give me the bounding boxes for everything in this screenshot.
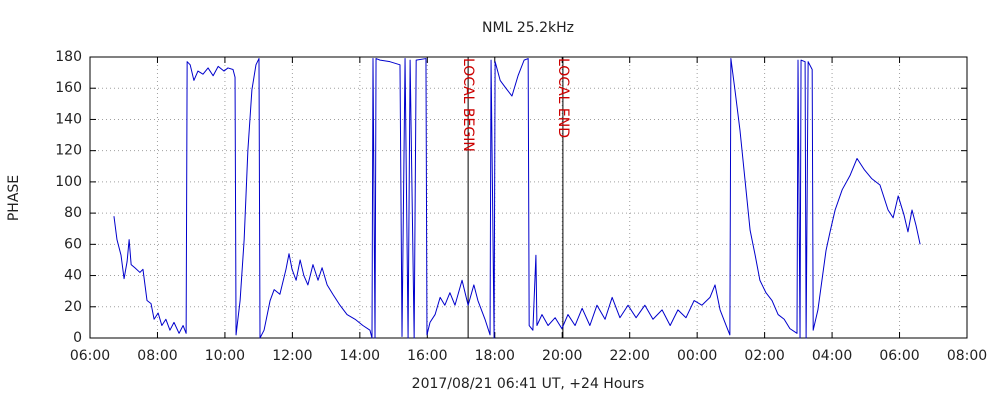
x-tick-label: 00:00 bbox=[677, 348, 717, 364]
x-tick-label: 10:00 bbox=[205, 348, 245, 364]
y-tick-label: 100 bbox=[55, 174, 82, 190]
plot-frame bbox=[89, 56, 968, 339]
x-tick-label: 04:00 bbox=[812, 348, 852, 364]
y-tick-label: 140 bbox=[55, 111, 82, 127]
chart-title: NML 25.2kHz bbox=[482, 20, 574, 36]
x-tick-label: 20:00 bbox=[542, 348, 582, 364]
x-tick-label: 08:00 bbox=[137, 348, 177, 364]
y-tick-label: 20 bbox=[64, 299, 82, 315]
y-tick-label: 0 bbox=[73, 330, 82, 346]
y-tick-label: 60 bbox=[64, 236, 82, 252]
y-tick-label: 160 bbox=[55, 80, 82, 96]
x-tick-label: 06:00 bbox=[879, 348, 919, 364]
y-tick-label: 40 bbox=[64, 268, 82, 284]
x-tick-label: 02:00 bbox=[744, 348, 784, 364]
y-tick-label: 180 bbox=[55, 49, 82, 65]
annotation-text: LOCAL END bbox=[555, 58, 571, 138]
x-tick-label: 12:00 bbox=[272, 348, 312, 364]
y-axis-label: PHASE bbox=[6, 175, 22, 221]
data-line bbox=[113, 58, 921, 339]
y-tick-label: 80 bbox=[64, 205, 82, 221]
x-tick-label: 22:00 bbox=[610, 348, 650, 364]
x-tick-label: 14:00 bbox=[340, 348, 380, 364]
x-tick-label: 16:00 bbox=[407, 348, 447, 364]
x-tick-label: 08:00 bbox=[947, 348, 987, 364]
x-axis-label: 2017/08/21 06:41 UT, +24 Hours bbox=[412, 376, 645, 392]
x-tick-label: 06:00 bbox=[70, 348, 110, 364]
y-tick-label: 120 bbox=[55, 143, 82, 159]
x-tick-label: 18:00 bbox=[475, 348, 515, 364]
annotation-text: LOCAL BEGIN bbox=[460, 58, 476, 152]
